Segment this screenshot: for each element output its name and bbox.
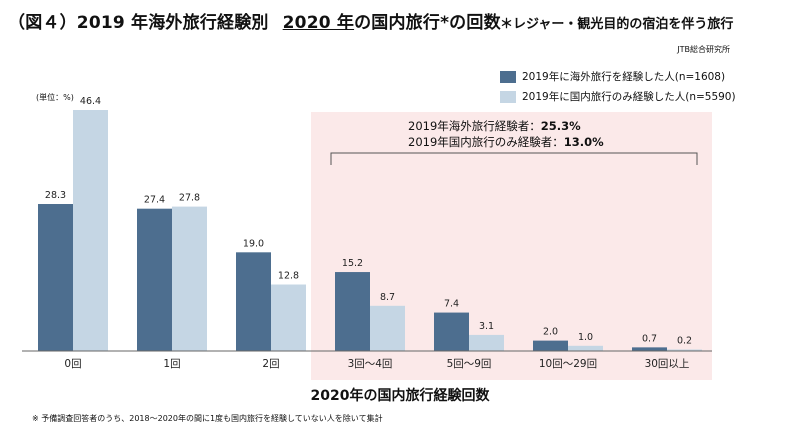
- unit-label: (単位：%): [36, 93, 74, 102]
- bar-series1-2: [236, 252, 271, 351]
- legend-item-series2: 2019年に国内旅行のみ経験した人(n=5590): [500, 89, 736, 104]
- annotation-line1-label: 2019年海外旅行経験者：: [408, 119, 541, 133]
- bar-series1-3: [335, 272, 370, 351]
- legend-label-series2: 2019年に国内旅行のみ経験した人(n=5590): [522, 91, 736, 103]
- value-label-series2-2: 12.8: [278, 271, 299, 282]
- value-label-series1-6: 0.7: [642, 333, 657, 344]
- legend-label-series1: 2019年に海外旅行を経験した人(n=1608): [522, 71, 726, 83]
- title-part1: （図４）2019 年海外旅行経験別: [8, 13, 269, 33]
- value-label-series2-6: 0.2: [677, 336, 692, 347]
- footnote: ※ 予備調査回答者のうち、2018～2020年の間に1度も国内旅行を経験していな…: [32, 414, 383, 423]
- bar-series2-2: [271, 284, 306, 351]
- legend-item-series1: 2019年に海外旅行を経験した人(n=1608): [500, 69, 725, 84]
- value-label-series1-0: 28.3: [45, 190, 66, 201]
- annotation-line2-value: 13.0%: [563, 135, 604, 149]
- bar-series1-6: [632, 347, 667, 351]
- title-part2: 2020 年: [282, 13, 355, 33]
- x-tick-label-1: 1回: [163, 358, 180, 370]
- source-label: JTB総合研究所: [677, 45, 730, 54]
- bar-series2-5: [568, 345, 603, 351]
- bar-series2-1: [172, 206, 207, 351]
- value-label-series1-2: 19.0: [243, 238, 264, 249]
- value-label-series2-5: 1.0: [578, 332, 593, 343]
- annotation-line2: 2019年国内旅行のみ経験者：13.0%: [408, 134, 604, 150]
- bar-series2-3: [370, 305, 405, 351]
- value-label-series1-3: 15.2: [342, 258, 363, 269]
- bracket-line: [330, 152, 698, 165]
- subtitle: ＊レジャー・観光目的の宿泊を伴う旅行: [500, 17, 734, 32]
- value-label-series1-5: 2.0: [543, 327, 558, 338]
- bar-series1-1: [137, 208, 172, 351]
- bar-series2-0: [73, 110, 108, 351]
- labels-group: 28.3 27.4 19.0 15.2 7.4 2.0 0.7 46.4 27.8 12.8 8.7…: [45, 96, 692, 370]
- x-tick-label-4: 5回～9回: [447, 358, 492, 370]
- bars-group: [38, 110, 702, 351]
- x-axis-title: 2020年の国内旅行経験回数: [310, 388, 490, 404]
- bar-series1-4: [434, 312, 469, 351]
- bar-series1-0: [38, 204, 73, 351]
- bar-series2-4: [469, 334, 504, 351]
- legend-swatch-series1: [500, 70, 516, 83]
- value-label-series1-4: 7.4: [444, 299, 459, 310]
- x-tick-label-2: 2回: [262, 358, 279, 370]
- x-tick-label-0: 0回: [64, 358, 81, 370]
- value-label-series2-0: 46.4: [80, 96, 101, 107]
- value-label-series2-4: 3.1: [479, 321, 494, 332]
- x-tick-label-6: 30回以上: [645, 358, 690, 370]
- value-label-series2-1: 27.8: [179, 193, 200, 204]
- x-tick-label-5: 10回～29回: [539, 358, 597, 370]
- legend-swatch-series2: [500, 90, 516, 103]
- annotation-line1-value: 25.3%: [540, 119, 581, 133]
- bar-series1-5: [533, 340, 568, 351]
- bar-series2-6: [667, 349, 702, 351]
- annotation-line1: 2019年海外旅行経験者：25.3%: [408, 118, 581, 134]
- value-label-series1-1: 27.4: [144, 195, 165, 206]
- title-part3: の国内旅行*の回数: [354, 13, 501, 33]
- annotation-line2-label: 2019年国内旅行のみ経験者：: [408, 135, 564, 149]
- value-label-series2-3: 8.7: [380, 292, 395, 303]
- page-title: （図４）2019 年海外旅行経験別 2020 年の国内旅行*の回数: [8, 8, 501, 33]
- x-tick-label-3: 3回～4回: [348, 358, 393, 370]
